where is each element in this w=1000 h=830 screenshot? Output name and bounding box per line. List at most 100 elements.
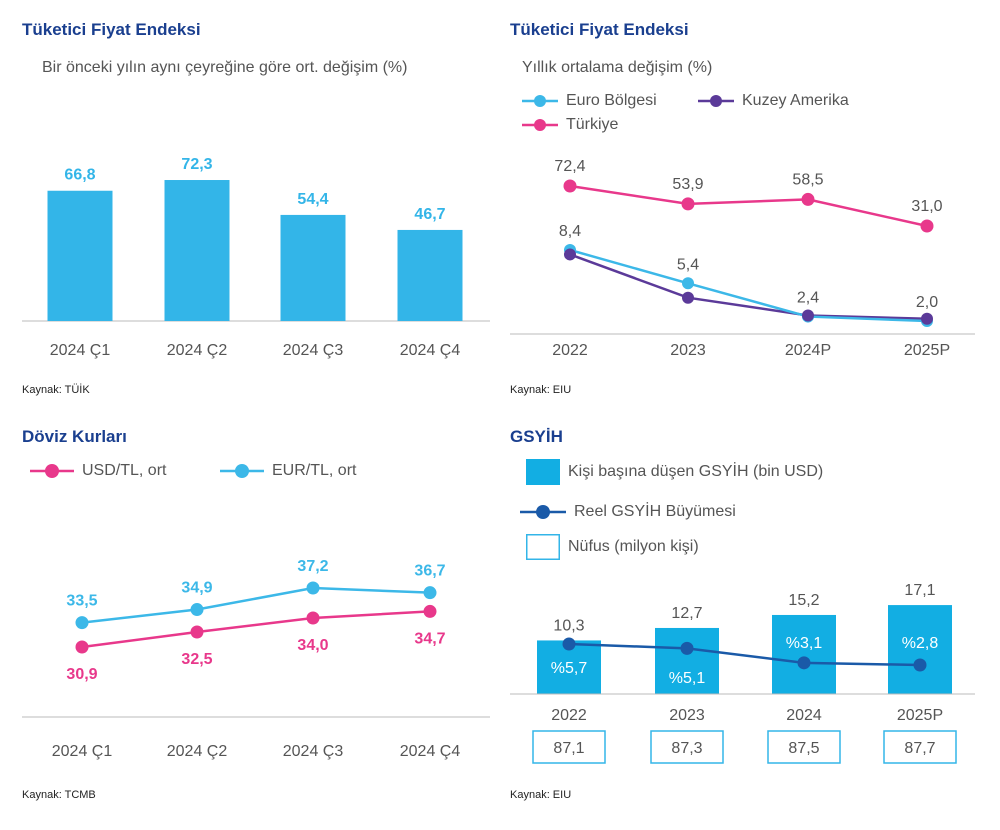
usd-point [190, 625, 204, 639]
x-tick-label: 2025P [897, 707, 943, 724]
bar-2 [164, 180, 230, 321]
turkey-point [801, 192, 815, 206]
fx-source: Kaynak: TCMB [22, 789, 96, 801]
legend-eur-icon [220, 464, 264, 478]
legend-north-america-icon [698, 95, 734, 107]
north-america-point [682, 291, 694, 304]
cpi-annual-title: Tüketici Fiyat Endeksi [510, 20, 689, 39]
legend-real-growth-label: Reel GSYİH Büyümesi [574, 503, 736, 520]
x-tick-label: 2024 Ç4 [400, 743, 461, 760]
x-tick-label: 2022 [552, 342, 588, 359]
growth-point [562, 637, 576, 651]
turkey-point [681, 197, 695, 211]
population-box [883, 730, 957, 764]
population-box [650, 730, 724, 764]
population-value-label: 87,1 [553, 740, 584, 757]
eur-point [423, 586, 437, 600]
legend-turkey: Türkiye [522, 116, 618, 134]
cpi-annual-subtitle: Yıllık ortalama değişim (%) [522, 59, 713, 76]
x-tick-label: 2024 Ç3 [283, 743, 344, 760]
legend-usd-label: USD/TL, ort [82, 462, 167, 479]
cpi-quarterly-title: Tüketici Fiyat Endeksi [22, 20, 201, 39]
north-america-line [569, 253, 928, 321]
gdp-value-label: 10,3 [553, 617, 584, 634]
population-box [767, 730, 841, 764]
growth-value-label: %5,7 [551, 660, 588, 677]
bar-value-label: 66,8 [64, 167, 95, 184]
bar-value-label: 46,7 [414, 206, 445, 223]
bar-4 [397, 229, 463, 321]
usd-point [306, 611, 320, 625]
eur-value-label: 37,2 [297, 558, 328, 575]
usd-point [75, 640, 89, 654]
cpi-quarterly-source: Kaynak: TÜİK [22, 384, 90, 396]
eur-value-label: 33,5 [66, 593, 97, 610]
north-america-point [564, 248, 576, 261]
euro-area-value-label: 2,0 [916, 294, 938, 311]
legend-usd: USD/TL, ort [30, 462, 166, 480]
growth-point [913, 658, 927, 672]
gdp-title: GSYİH [510, 427, 563, 446]
x-tick-label: 2024 Ç1 [52, 743, 113, 760]
eur-point [190, 603, 204, 617]
x-tick-label: 2022 [551, 707, 587, 724]
turkey-value-label: 53,9 [672, 176, 703, 193]
turkey-line [569, 184, 928, 228]
population-value-label: 87,3 [671, 740, 702, 757]
legend-euro-area-icon [522, 95, 558, 107]
usd-point [423, 604, 437, 618]
legend-population-icon [526, 534, 560, 560]
legend-real-growth-icon [520, 505, 566, 519]
cpi-quarterly-subtitle: Bir önceki yılın aynı çeyreğine göre ort… [42, 59, 408, 76]
eur-value-label: 36,7 [414, 563, 445, 580]
legend-euro-area: Euro Bölgesi [522, 92, 657, 110]
growth-value-label: %2,8 [902, 635, 939, 652]
gdp-bar [772, 614, 836, 694]
north-america-point [802, 309, 814, 322]
growth-line [568, 642, 921, 667]
usd-value-label: 32,5 [181, 651, 212, 668]
legend-eur: EUR/TL, ort [220, 462, 356, 480]
legend-population-label: Nüfus (milyon kişi) [568, 538, 699, 555]
turkey-value-label: 72,4 [554, 158, 585, 175]
legend-usd-icon [30, 464, 74, 478]
x-tick-label: 2024 Ç3 [283, 342, 344, 359]
legend-eur-label: EUR/TL, ort [272, 462, 357, 479]
gdp-value-label: 12,7 [671, 605, 702, 622]
gdp-source: Kaynak: EIU [510, 789, 572, 801]
population-value-label: 87,7 [904, 740, 935, 757]
x-tick-label: 2024 Ç4 [400, 342, 461, 359]
growth-point [797, 656, 811, 670]
x-tick-label: 2024 Ç2 [167, 342, 228, 359]
legend-euro-area-label: Euro Bölgesi [566, 92, 657, 109]
gdp-bar [655, 627, 719, 694]
legend-north-america-label: Kuzey Amerika [742, 92, 849, 109]
x-tick-label: 2024P [785, 342, 831, 359]
gdp-value-label: 15,2 [788, 592, 819, 609]
euro-area-value-label: 5,4 [677, 256, 699, 273]
euro-area-point [682, 277, 694, 290]
usd-line [81, 610, 431, 649]
legend-population: Nüfus (milyon kişi) [526, 534, 699, 560]
x-tick-label: 2024 Ç1 [50, 342, 111, 359]
population-box [532, 730, 606, 764]
cpi-annual-source: Kaynak: EIU [510, 384, 572, 396]
turkey-value-label: 58,5 [792, 171, 823, 188]
x-tick-label: 2025P [904, 342, 950, 359]
bar-value-label: 72,3 [181, 156, 212, 173]
euro-area-line [569, 248, 928, 323]
usd-value-label: 34,0 [297, 637, 328, 654]
turkey-point [920, 219, 934, 233]
x-tick-label: 2024 [786, 707, 822, 724]
eur-point [75, 616, 89, 630]
north-america-point [921, 312, 933, 325]
growth-point [680, 641, 694, 655]
growth-value-label: %3,1 [786, 635, 823, 652]
bar-3 [280, 214, 346, 321]
legend-real-growth: Reel GSYİH Büyümesi [520, 503, 736, 521]
legend-turkey-label: Türkiye [566, 116, 619, 133]
population-value-label: 87,5 [788, 740, 819, 757]
